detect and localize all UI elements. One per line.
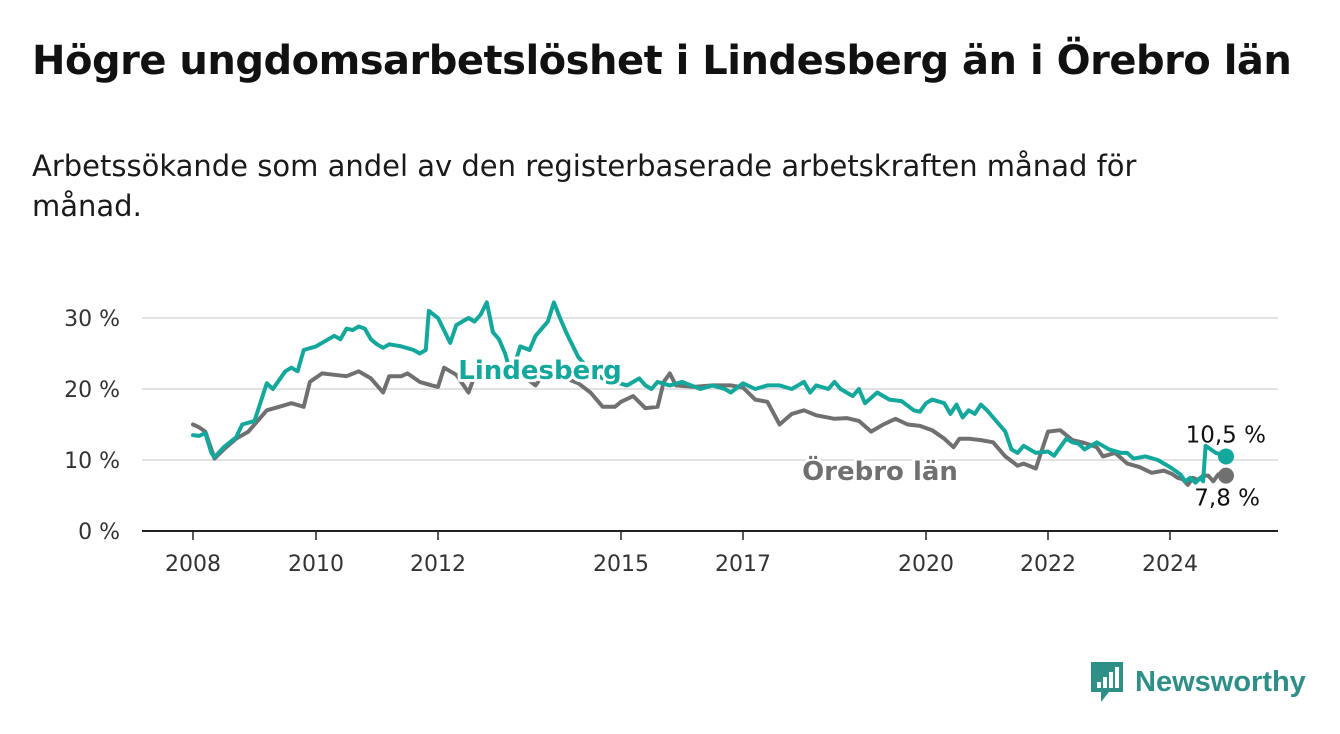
series-line-örebro-län (191, 363, 1228, 487)
x-tick-label: 2008 (165, 552, 221, 577)
series-labels: Örebro län 7,8 % Lindesberg 10,5 % (455, 353, 1266, 512)
x-tick-label: 2017 (715, 552, 771, 577)
x-tick-label: 2024 (1142, 552, 1198, 577)
end-value-label: 10,5 % (1186, 422, 1266, 448)
newsworthy-logo: Newsworthy (1089, 660, 1306, 704)
x-tick-label: 2020 (898, 552, 954, 577)
series-line-lindesberg (191, 300, 1228, 485)
x-tick-label: 2015 (593, 552, 649, 577)
series-label: Örebro län (802, 454, 958, 487)
y-tick-label: 10 % (64, 449, 120, 474)
y-tick-label: 0 % (78, 520, 120, 545)
x-tick-label: 2010 (288, 552, 344, 577)
x-tick-label: 2022 (1020, 552, 1076, 577)
series-label: Lindesberg (458, 356, 621, 386)
end-point-lindesberg (1218, 448, 1234, 465)
brand-name: Newsworthy (1135, 665, 1306, 698)
end-value-label: 7,8 % (1194, 486, 1260, 512)
y-tick-label: 20 % (64, 378, 120, 403)
series-group (191, 300, 1234, 487)
y-tick-label: 30 % (64, 307, 120, 332)
chart-bars-icon (1091, 662, 1123, 702)
x-tick-label: 2012 (410, 552, 466, 577)
chart-title: Högre ungdomsarbetslöshet i Lindesberg ä… (32, 38, 1292, 84)
chart-subtitle: Arbetssökande som andel av den registerb… (32, 149, 1137, 223)
grid-lines (142, 317, 1278, 461)
end-point-örebro-län (1218, 467, 1234, 484)
y-axis: 0 % 10 % 20 % 30 % (64, 307, 120, 545)
x-axis: 2008 2010 2012 2015 2017 2020 2022 2024 (142, 530, 1278, 577)
